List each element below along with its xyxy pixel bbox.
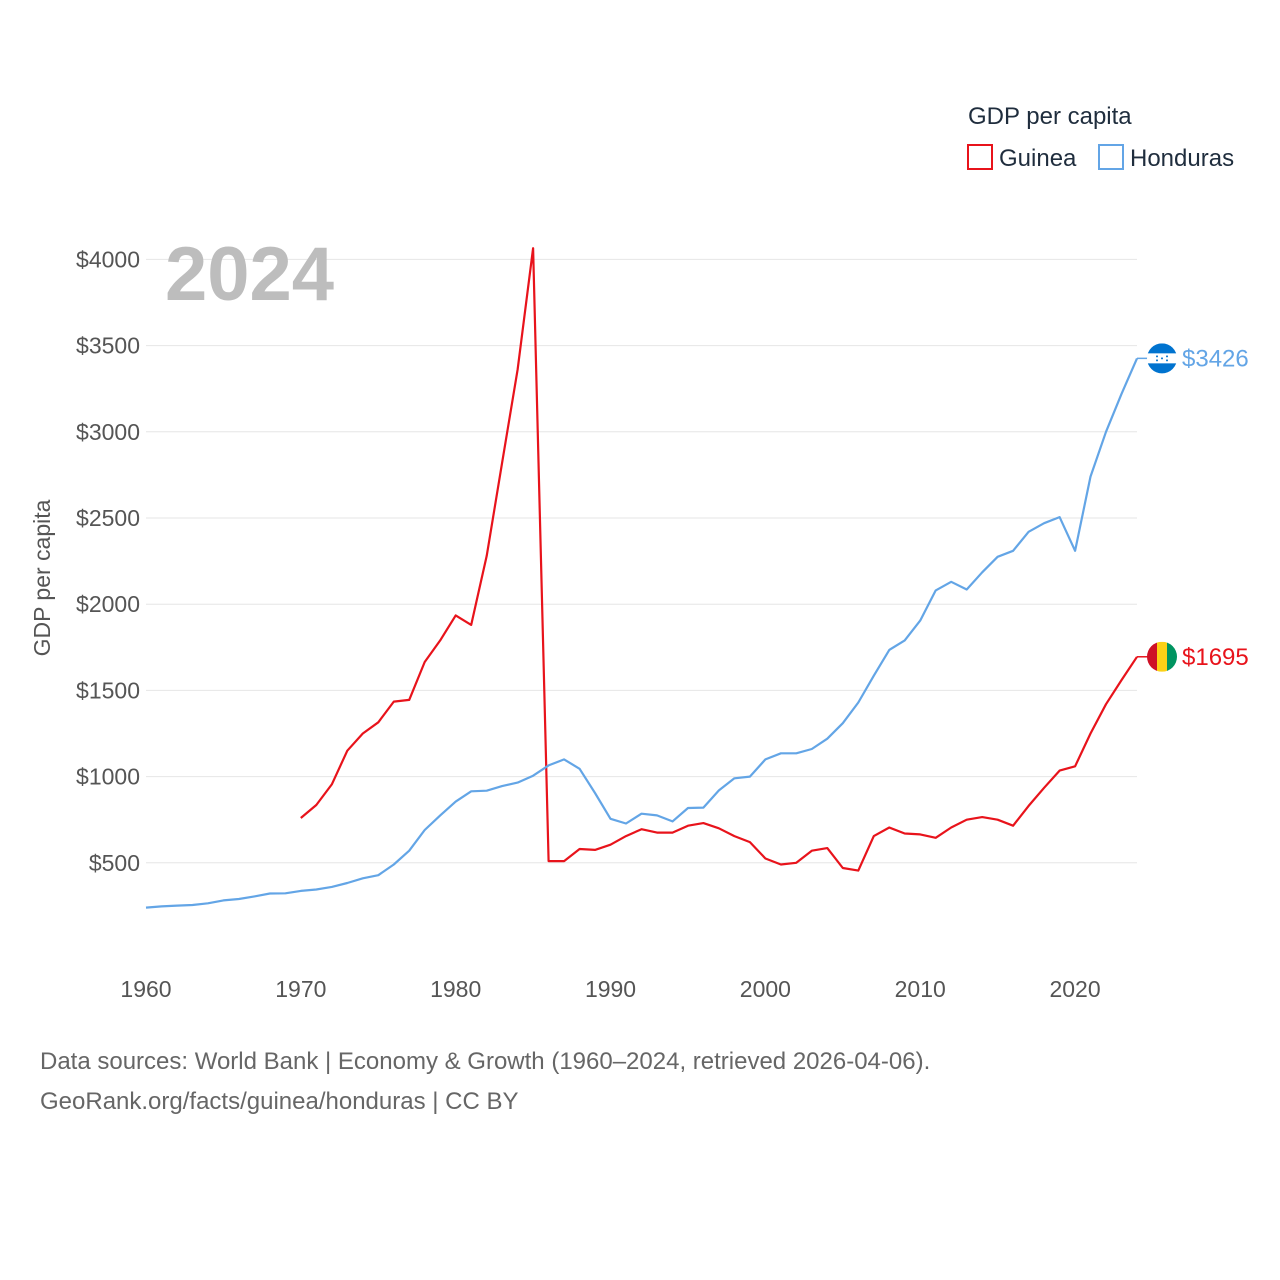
y-tick-label: $4000 bbox=[76, 246, 140, 272]
series-lines bbox=[145, 247, 1139, 909]
x-tick-label: 1960 bbox=[120, 976, 171, 1002]
end-markers: $1695 $3426 bbox=[1137, 343, 1249, 672]
end-value-label-honduras: $3426 bbox=[1182, 345, 1249, 372]
x-tick-label: 1980 bbox=[430, 976, 481, 1002]
legend-swatch-honduras bbox=[1098, 144, 1124, 170]
chart: $500$1000$1500$2000$2500$3000$3500$4000 … bbox=[29, 103, 1249, 1002]
series-line-honduras bbox=[145, 357, 1139, 909]
x-tick-label: 1970 bbox=[275, 976, 326, 1002]
x-tick-label: 1990 bbox=[585, 976, 636, 1002]
legend: GDP per capita Guinea Honduras bbox=[967, 103, 1234, 172]
legend-label-guinea: Guinea bbox=[999, 145, 1077, 172]
source-url: GeoRank.org/facts/guinea/honduras | CC B… bbox=[40, 1088, 519, 1115]
series-line-guinea bbox=[300, 247, 1138, 872]
year-label: 2024 bbox=[165, 232, 334, 317]
x-axis-ticks: 1960 1970 1980 1990 2000 2010 2020 bbox=[120, 976, 1100, 1002]
y-tick-label: $2500 bbox=[76, 505, 140, 531]
y-tick-label: $3500 bbox=[76, 333, 140, 359]
x-tick-label: 2010 bbox=[895, 976, 946, 1002]
y-tick-label: $1000 bbox=[76, 764, 140, 790]
data-source-note: Data sources: World Bank | Economy & Gro… bbox=[40, 1048, 931, 1075]
x-tick-label: 2020 bbox=[1049, 976, 1100, 1002]
y-axis-ticks: $500 $1000 $1500 $2000 $2500 $3000 $3500 $4000 bbox=[76, 246, 140, 875]
legend-title: GDP per capita bbox=[968, 103, 1132, 130]
y-axis-title: GDP per capita bbox=[29, 499, 55, 656]
y-tick-label: $1500 bbox=[76, 677, 140, 703]
guinea-flag-icon bbox=[1147, 641, 1177, 672]
honduras-flag-icon bbox=[1147, 343, 1177, 374]
footer: Data sources: World Bank | Economy & Gro… bbox=[40, 1042, 930, 1122]
y-tick-label: $3000 bbox=[76, 419, 140, 445]
legend-label-honduras: Honduras bbox=[1130, 145, 1234, 172]
end-value-label-guinea: $1695 bbox=[1182, 644, 1249, 671]
x-tick-label: 2000 bbox=[740, 976, 791, 1002]
gridlines bbox=[146, 258, 1137, 864]
y-tick-label: $2000 bbox=[76, 591, 140, 617]
y-tick-label: $500 bbox=[89, 850, 140, 876]
legend-swatch-guinea bbox=[967, 144, 993, 170]
